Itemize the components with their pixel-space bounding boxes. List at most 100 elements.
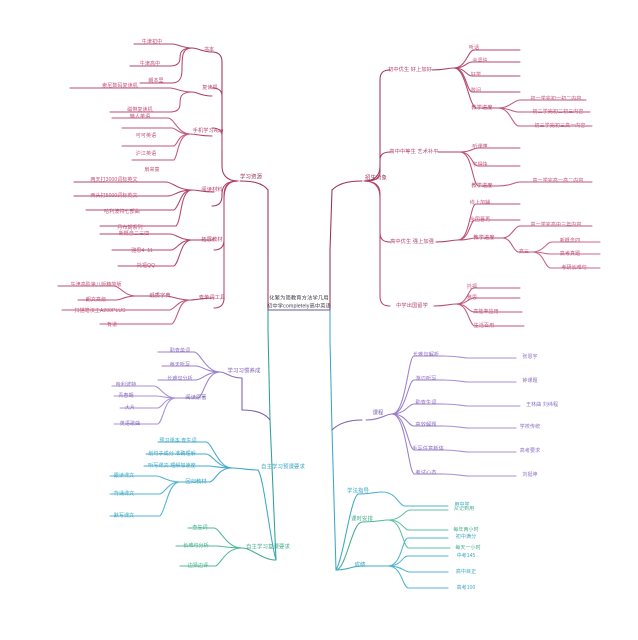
leaf-movies[interactable]: 大片: [124, 404, 136, 411]
leaf-sony-repeater[interactable]: 索尼数码复读机: [102, 82, 138, 89]
leaf-scan-pen-a200plus[interactable]: 扫描笔汉王A200PLUS: [74, 307, 126, 314]
node-repeater[interactable]: 复读机: [202, 84, 218, 91]
leaf-ielts-4-11[interactable]: 雅思4~11: [131, 247, 153, 254]
leaf-lanren-english[interactable]: 懒人英语: [129, 113, 151, 120]
leaf-gaokao-papers[interactable]: 高考真题: [559, 250, 581, 257]
leaf-gaokao-requirement[interactable]: 高考要求: [519, 447, 541, 454]
node-senior-top-student[interactable]: 高中优生 强上加强: [390, 238, 434, 245]
leaf-one-hour-daily[interactable]: 每天一小时: [455, 544, 481, 551]
leaf-new-concept-234[interactable]: 新概念二三四: [118, 230, 150, 237]
node-books[interactable]: 书本: [203, 46, 215, 53]
leaf-postgrad-long-sentence[interactable]: 考研长难句: [561, 264, 587, 271]
leaf-oxford-senior[interactable]: 牛津高中: [139, 60, 161, 67]
node-senior-top-pace[interactable]: 教学进度: [473, 234, 495, 241]
leaf-daily-dictation[interactable]: 每天听写: [169, 361, 191, 368]
leaf-preview-text-lookup[interactable]: 预习课本 查生词: [159, 437, 197, 444]
leaf-3000-words[interactable]: 两天打3000词标英文: [90, 176, 138, 183]
leaf-longman[interactable]: 朗本里: [148, 77, 164, 84]
leaf-daily-life-use[interactable]: 生活百用: [473, 322, 495, 329]
leaf-teachers-wang-liu[interactable]: 王林曲 刘纬程: [525, 401, 559, 408]
branch-method-guidance[interactable]: 学法指导: [347, 488, 369, 495]
leaf-zhongkao-145[interactable]: 中考145: [456, 552, 476, 559]
leaf-senior-target[interactable]: 高中目正: [455, 568, 477, 575]
leaf-senior1-pace[interactable]: 高一学完高一高二内容: [532, 177, 584, 184]
leaf-shanlaidong[interactable]: 扇来童: [144, 166, 160, 173]
leaf-guess-translate[interactable]: 边猜边译: [187, 562, 209, 569]
leaf-school-tradition[interactable]: 学校传统: [519, 423, 541, 430]
leaf-toefl[interactable]: 托福: [466, 283, 478, 290]
leaf-oxford-8th[interactable]: 牛津高阶第八版精简版: [70, 281, 122, 288]
leaf-harry-potter-series[interactable]: 哈利波特七部曲: [104, 208, 140, 215]
leaf-longman-advanced[interactable]: 朗文高级: [85, 296, 107, 303]
leaf-studious[interactable]: 好学: [470, 71, 482, 78]
leaf-learn-by-using[interactable]: 用中学: [454, 501, 470, 508]
leaf-ielts[interactable]: 雅思: [466, 294, 478, 301]
leaf-learn-fast[interactable]: 学得快: [472, 161, 488, 168]
node-read-originals[interactable]: 阅读原著: [185, 394, 207, 401]
leaf-teacher-zhang[interactable]: 张恩宇: [522, 353, 538, 360]
leaf-teacher-zhong[interactable]: 钟课题: [522, 377, 538, 384]
node-back-to-textbook[interactable]: 回归教材: [185, 478, 207, 485]
node-exam-mindset[interactable]: 考试心态: [415, 469, 437, 476]
node-study-abroad[interactable]: 中学出国留学: [396, 302, 428, 309]
leaf-dan-brown-series[interactable]: 丹布朗系列: [117, 224, 143, 231]
leaf-5000-words[interactable]: 两头打5000词标英文: [90, 192, 138, 199]
leaf-dare-ask[interactable]: 敢问: [470, 87, 482, 94]
leaf-junior1-pace[interactable]: 初一学完初一初二内容: [530, 95, 582, 102]
branch-habits[interactable]: 学习习惯养成: [227, 368, 261, 375]
leaf-recite[interactable]: 背诵课文: [113, 490, 135, 497]
leaf-gaokao-100[interactable]: 高考100: [456, 584, 476, 591]
leaf-high-efficiency-use[interactable]: 高能率应用: [473, 308, 499, 315]
leaf-teacher-liu[interactable]: 刘挺坤: [522, 471, 538, 478]
leaf-new-concept-4[interactable]: 新概念四: [559, 237, 581, 244]
leaf-junior-full-score[interactable]: 初中满分: [455, 533, 477, 540]
node-junior-top-student[interactable]: 初中优生 好上加好: [388, 66, 432, 73]
leaf-keke-english[interactable]: 可可英语: [135, 132, 157, 139]
leaf-national-advance[interactable]: 全国晋再: [469, 216, 491, 223]
leaf-oxford-junior[interactable]: 牛津初中: [141, 38, 163, 45]
leaf-youth[interactable]: 青春期: [118, 392, 134, 399]
branch-course[interactable]: 课程: [372, 410, 384, 417]
branch-preview-requirements[interactable]: 自主学习预课要求: [261, 464, 305, 471]
leaf-tape-repeater[interactable]: 磁带复读机: [127, 106, 153, 113]
node-senior-mid-student[interactable]: 高中中等生 艺术补平: [389, 148, 439, 155]
node-diligent-vocab[interactable]: 勤查生词: [415, 399, 437, 406]
leaf-obedient[interactable]: 听话: [468, 44, 480, 51]
node-efficient-solving[interactable]: 高效解题: [415, 421, 437, 428]
center-topic[interactable]: 化繁为简教育方法学几用 初中学completely高中英语: [267, 295, 331, 310]
leaf-two-hours-yearly[interactable]: 每年两小时: [453, 526, 479, 533]
leaf-harry-potter[interactable]: 哈利波特: [115, 381, 137, 388]
node-paper-dictionary[interactable]: 纸质字典: [149, 292, 171, 299]
branch-enrollment[interactable]: 招生对象: [365, 175, 387, 182]
leaf-long-sentence-analysis[interactable]: 长难句分析: [167, 375, 193, 382]
branch-scores[interactable]: 成绩: [354, 562, 366, 569]
leaf-review-lookup[interactable]: 查生词: [192, 524, 208, 531]
node-listening-writing[interactable]: 游刃听写: [415, 375, 437, 382]
node-senior-mid-pace[interactable]: 教学进度: [471, 182, 493, 189]
leaf-parse-sentence[interactable]: 划句子成分 准确理解: [148, 450, 196, 457]
branch-study-resources[interactable]: 学习资源: [240, 174, 262, 181]
branch-review-requirements[interactable]: 自主学习复课要求: [246, 544, 290, 551]
node-reading-material[interactable]: 阅读材料: [201, 186, 223, 193]
leaf-english-songs[interactable]: 英语歌曲: [119, 420, 141, 427]
leaf-junior2-pace[interactable]: 初二学完初二初三内容: [532, 108, 584, 115]
leaf-diligent-lookup[interactable]: 勤查单词: [169, 347, 191, 354]
leaf-believe[interactable]: 会坚信: [472, 57, 488, 64]
leaf-online-tutor[interactable]: 线上加辅: [469, 199, 491, 206]
node-junior-pace[interactable]: 教学进度: [471, 104, 493, 111]
leaf-write-from-memory[interactable]: 默写课文: [113, 512, 135, 519]
node-extended-textbook[interactable]: 拓展教材: [201, 236, 223, 243]
node-senior3[interactable]: 高三: [518, 248, 530, 255]
leaf-dictation-speed[interactable]: 听写课文 理解加速度: [148, 462, 196, 469]
leaf-read-aloud[interactable]: 跟读课文: [113, 472, 135, 479]
node-mobile-app[interactable]: 手机学习App: [192, 127, 224, 134]
leaf-senior-3yr-pace[interactable]: 高一学完高中三年内容: [530, 221, 582, 228]
node-long-sentence-parsing[interactable]: 长难句解析: [412, 351, 440, 358]
leaf-junior3-pace[interactable]: 初三学完初三高一内容: [534, 122, 586, 129]
leaf-toefl-qq[interactable]: 托福QQ: [136, 262, 156, 269]
leaf-understand-class[interactable]: 听课懂: [472, 143, 488, 150]
leaf-hujiang-english[interactable]: 沪江英语: [135, 150, 157, 157]
leaf-review-sentence-analysis[interactable]: 长难句分析: [183, 542, 209, 549]
leaf-youdao[interactable]: 有道: [106, 321, 118, 328]
node-dictionary-tools[interactable]: 查单词工具: [198, 294, 226, 301]
